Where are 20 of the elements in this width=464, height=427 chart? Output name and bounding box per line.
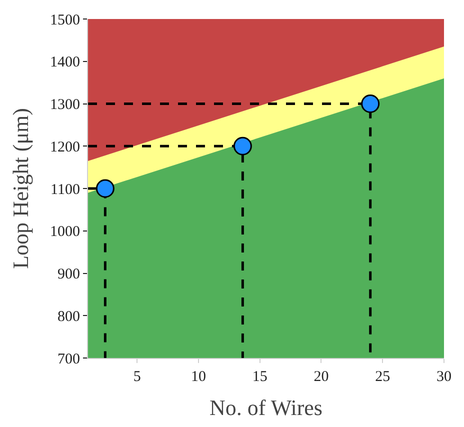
- y-tick-label: 1300: [50, 97, 80, 113]
- point: [233, 136, 252, 156]
- y-tick-label: 700: [58, 351, 80, 368]
- x-tick-label: 10: [190, 369, 206, 385]
- x-tick-label: 20: [314, 369, 329, 385]
- y-tick-label: 1000: [50, 224, 80, 240]
- y-axis-title: Loop Height (μm): [8, 108, 33, 269]
- y-tick-label: 1500: [50, 12, 80, 28]
- x-axis-title: No. of Wires: [210, 394, 322, 420]
- x-tick-label: 15: [252, 369, 268, 385]
- y-tick-label: 800: [58, 308, 80, 325]
- y-tick-label: 900: [58, 266, 80, 282]
- point: [96, 179, 114, 198]
- x-tick-label: 5: [133, 369, 141, 385]
- x-tick-label: 30: [436, 369, 452, 385]
- y-tick-label: 1100: [50, 182, 80, 198]
- point: [361, 94, 380, 113]
- x-tick-label: 25: [375, 369, 390, 385]
- y-tick-label: 1400: [50, 54, 80, 71]
- y-tick-label: 1200: [50, 139, 80, 156]
